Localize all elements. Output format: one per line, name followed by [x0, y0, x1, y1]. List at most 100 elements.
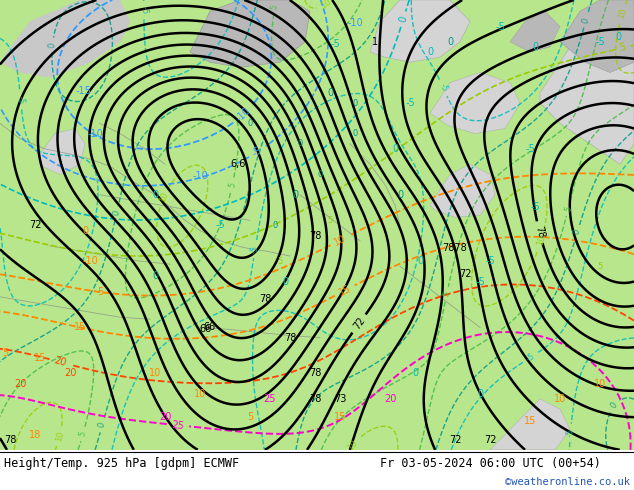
Text: 25: 25: [264, 394, 276, 404]
Text: 0: 0: [427, 47, 433, 57]
Text: 6,6: 6,6: [230, 159, 246, 169]
Text: 66: 66: [199, 324, 211, 335]
Polygon shape: [0, 0, 130, 77]
Text: 72: 72: [351, 316, 366, 332]
Text: 10: 10: [54, 430, 65, 442]
Text: -5: -5: [495, 22, 505, 31]
Text: 0: 0: [97, 421, 107, 429]
Text: -5: -5: [16, 96, 25, 105]
Text: -5: -5: [330, 39, 340, 49]
Text: 0: 0: [353, 98, 358, 107]
Text: ©weatheronline.co.uk: ©weatheronline.co.uk: [505, 477, 630, 487]
Text: 20: 20: [64, 368, 76, 378]
Text: 25: 25: [171, 419, 184, 431]
Text: 10: 10: [554, 394, 566, 404]
Text: 78: 78: [309, 368, 321, 378]
Text: 0: 0: [247, 119, 252, 128]
Text: -10: -10: [347, 19, 363, 28]
Text: 72: 72: [449, 435, 462, 444]
Text: 0: 0: [417, 256, 423, 266]
Text: 5: 5: [619, 42, 627, 53]
Text: -10: -10: [82, 256, 98, 266]
Text: 20: 20: [158, 412, 171, 422]
Text: 5: 5: [597, 262, 603, 270]
Text: Height/Temp. 925 hPa [gdpm] ECMWF: Height/Temp. 925 hPa [gdpm] ECMWF: [4, 457, 239, 470]
Text: 0: 0: [615, 32, 621, 42]
Text: 5: 5: [270, 3, 280, 10]
Text: 0: 0: [532, 42, 538, 52]
Text: Fr 03-05-2024 06:00 UTC (00+54): Fr 03-05-2024 06:00 UTC (00+54): [380, 457, 601, 470]
Text: 0: 0: [392, 144, 398, 154]
Polygon shape: [540, 0, 634, 164]
Text: 5: 5: [2, 348, 8, 358]
Text: 0: 0: [412, 368, 418, 378]
Text: 20: 20: [53, 356, 68, 368]
Text: 10: 10: [616, 7, 628, 20]
Text: -5: -5: [524, 351, 536, 364]
Text: 10: 10: [149, 368, 161, 378]
Text: 15: 15: [337, 283, 353, 298]
Polygon shape: [510, 11, 560, 52]
Text: 0: 0: [581, 17, 591, 24]
Text: 15: 15: [34, 353, 46, 363]
Text: 0: 0: [273, 221, 278, 230]
Text: 10: 10: [346, 438, 359, 452]
Text: 0: 0: [152, 271, 158, 281]
Text: 0: 0: [477, 389, 483, 399]
Text: 5: 5: [97, 287, 103, 297]
Text: 0: 0: [282, 276, 288, 287]
Text: -5: -5: [215, 220, 225, 230]
Polygon shape: [370, 0, 470, 62]
Text: -10: -10: [192, 172, 208, 181]
Text: -5: -5: [485, 256, 495, 266]
Text: -10: -10: [234, 105, 252, 123]
Text: 78: 78: [4, 435, 16, 444]
Text: 0: 0: [447, 37, 453, 47]
Polygon shape: [40, 128, 85, 174]
Text: -5: -5: [250, 145, 264, 159]
Text: 5: 5: [228, 181, 237, 189]
Text: 0: 0: [609, 401, 619, 411]
Polygon shape: [190, 0, 310, 67]
Text: 0: 0: [353, 129, 358, 138]
Text: 78: 78: [309, 394, 321, 404]
Text: 5: 5: [247, 412, 253, 422]
Text: 5: 5: [327, 216, 333, 225]
Text: 1: 1: [372, 37, 378, 47]
Text: 20: 20: [14, 378, 26, 389]
Text: 0: 0: [292, 190, 298, 200]
Text: 5: 5: [563, 205, 573, 212]
Text: 78: 78: [309, 231, 321, 241]
Text: 78: 78: [284, 333, 296, 343]
Text: 5: 5: [442, 291, 451, 298]
Text: 0: 0: [327, 88, 333, 98]
Text: 0: 0: [82, 225, 88, 236]
Text: -5: -5: [250, 245, 260, 254]
Text: 0: 0: [48, 42, 57, 48]
Text: 72: 72: [29, 220, 41, 230]
Text: 10: 10: [333, 233, 348, 247]
Text: 0: 0: [112, 210, 122, 217]
Text: 5: 5: [78, 430, 88, 438]
Text: 18: 18: [29, 430, 41, 440]
Text: 72: 72: [484, 435, 496, 444]
Text: 78: 78: [533, 225, 546, 240]
Polygon shape: [430, 73, 520, 134]
Text: -5: -5: [595, 37, 605, 47]
Text: 15: 15: [74, 322, 86, 332]
Text: 0: 0: [397, 190, 403, 200]
Text: 66: 66: [204, 322, 216, 332]
Text: -5: -5: [475, 276, 485, 287]
Text: 0: 0: [297, 139, 302, 148]
Text: -5: -5: [139, 6, 148, 14]
Text: 7878: 7878: [443, 243, 467, 253]
Text: 78: 78: [259, 294, 271, 304]
Polygon shape: [490, 399, 570, 450]
Text: 72: 72: [459, 270, 471, 279]
Text: 20: 20: [384, 394, 396, 404]
Text: 0: 0: [398, 15, 409, 24]
Text: 0: 0: [573, 228, 583, 236]
Text: 0: 0: [318, 170, 323, 179]
Text: 5: 5: [278, 257, 283, 266]
Text: -5: -5: [566, 428, 575, 438]
